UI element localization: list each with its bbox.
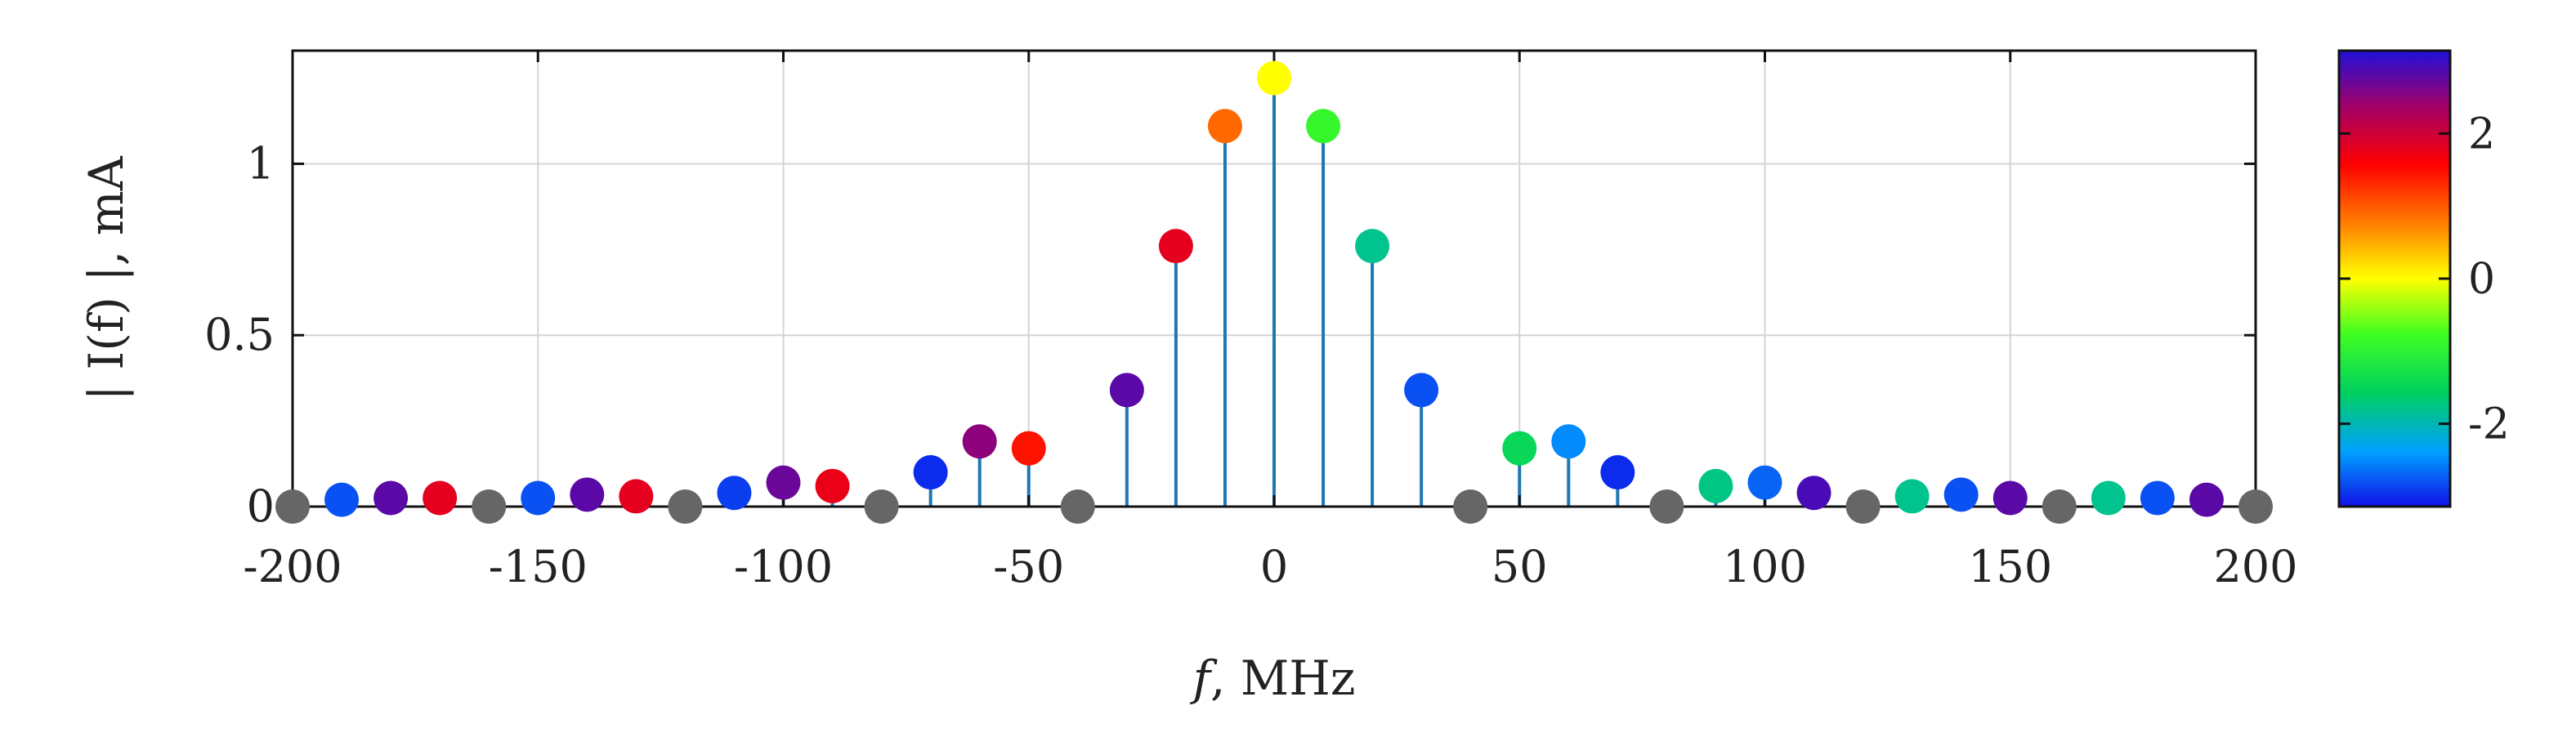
stem-marker	[472, 489, 507, 524]
stem-marker	[619, 479, 654, 514]
stem-marker	[717, 476, 752, 511]
x-tick-label: -100	[734, 541, 833, 592]
x-tick-label: 150	[1968, 541, 2052, 592]
stem-marker	[1992, 480, 2028, 516]
stem-marker	[2238, 489, 2273, 524]
stem-marker	[1845, 489, 1881, 524]
stem-lines	[340, 78, 2208, 507]
stem-marker	[1894, 479, 1930, 514]
stem-marker	[1551, 424, 1586, 459]
stem-markers	[275, 60, 2273, 524]
y-tick-label: 1	[247, 137, 275, 189]
stem-marker	[1698, 468, 1733, 503]
stem-marker	[1207, 109, 1242, 144]
x-tick-label: -200	[243, 541, 342, 592]
stem-marker	[521, 480, 556, 516]
stem-marker	[913, 455, 948, 490]
stem-marker	[570, 477, 605, 512]
phase-colorbar: 2 0 -2	[2337, 49, 2510, 508]
colorbar-tick-label: 0	[2468, 255, 2495, 304]
stem-marker	[373, 480, 409, 516]
stem-marker	[423, 480, 458, 516]
x-tick-label: -150	[489, 541, 588, 592]
x-axis-label-unit: , MHz	[1210, 650, 1355, 706]
stem-marker	[2140, 480, 2175, 516]
colorbar-gradient	[2337, 49, 2452, 508]
colorbar-tick-label: -2	[2468, 400, 2510, 449]
y-axis-label: | I(f) |, mA	[78, 155, 134, 400]
stem-marker	[2189, 482, 2224, 517]
stem-marker	[815, 468, 850, 503]
stem-marker	[324, 482, 360, 517]
y-tick-label: 0.5	[204, 309, 275, 360]
stem-marker	[766, 465, 801, 500]
stem-marker	[275, 489, 310, 524]
stem-marker	[1257, 60, 1291, 96]
stem-marker	[1600, 455, 1635, 490]
x-tick-label: 50	[1491, 541, 1548, 592]
x-tick-label: 0	[1260, 541, 1288, 592]
y-tick-labels: 00.51	[204, 137, 275, 532]
stem-marker	[1060, 489, 1095, 524]
stem-marker	[1404, 373, 1439, 408]
stem-marker	[1011, 431, 1046, 466]
stem-marker	[962, 424, 997, 459]
stem-marker	[668, 489, 703, 524]
stem-marker	[1355, 229, 1390, 264]
stem-marker	[1306, 109, 1341, 144]
stem-marker	[864, 489, 899, 524]
stem-marker	[1943, 477, 1979, 512]
x-tick-label: -50	[993, 541, 1064, 592]
colorbar-ticks: 2 0 -2	[2339, 109, 2510, 449]
stem-marker	[1109, 373, 1144, 408]
stem-marker	[1747, 465, 1782, 500]
x-axis-label: f, MHz	[1190, 650, 1356, 706]
stem-marker	[1796, 476, 1831, 511]
stem-marker	[1158, 229, 1193, 264]
stem-marker	[2042, 489, 2077, 524]
x-tick-labels: -200 -150 -100 -50 0 50 100 150 200	[243, 541, 2297, 592]
stem-marker	[1453, 489, 1488, 524]
y-tick-label: 0	[247, 480, 275, 532]
colorbar-tick-label: 2	[2468, 109, 2495, 159]
x-tick-label: 100	[1723, 541, 1807, 592]
stem-marker	[1649, 489, 1684, 524]
stem-marker	[1502, 431, 1537, 466]
x-tick-label: 200	[2213, 541, 2297, 592]
stem-marker	[2091, 480, 2126, 516]
